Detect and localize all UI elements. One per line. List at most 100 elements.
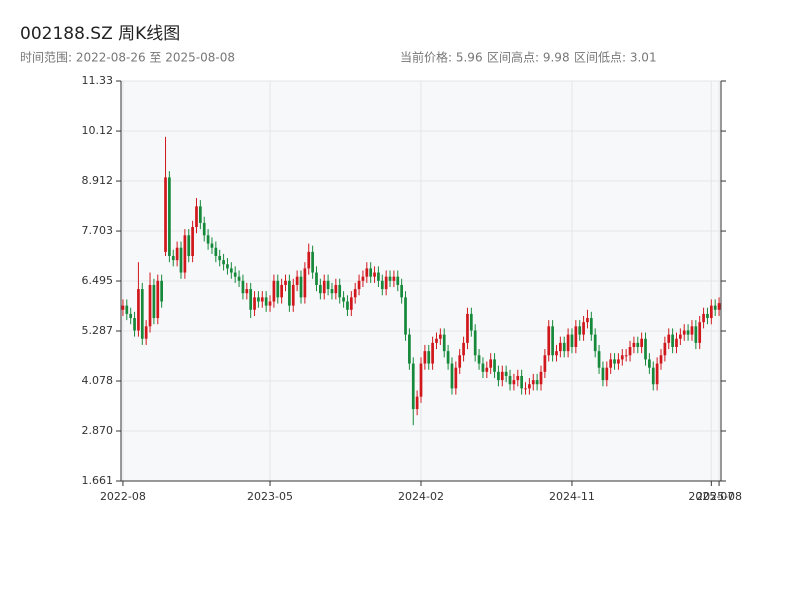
candle-body <box>187 235 191 256</box>
candle-body <box>651 367 655 385</box>
candle-body <box>427 351 431 364</box>
candle-body <box>168 177 171 256</box>
candle-body <box>218 255 222 261</box>
candle-body <box>562 342 566 352</box>
candle-body <box>485 367 489 372</box>
y-tick-label: 4.078 <box>82 374 114 387</box>
candle-body <box>547 326 551 356</box>
candle-body <box>400 284 403 298</box>
y-tick-label: 7.703 <box>82 224 114 237</box>
candle-body <box>268 301 272 306</box>
candle-body <box>264 297 268 306</box>
info-high: 区间高点: 9.98 <box>487 50 570 65</box>
candle-body <box>709 305 713 319</box>
candle-body <box>160 280 163 302</box>
candle-body <box>528 384 531 389</box>
candle-body <box>164 177 167 252</box>
candle-body <box>589 318 593 335</box>
candle-body <box>458 355 462 368</box>
candle-body <box>578 326 582 335</box>
candle-body <box>516 375 520 381</box>
chart-subtitle: 时间范围: 2022-08-26 至 2025-08-08 <box>20 51 235 65</box>
candle-body <box>500 371 504 381</box>
info-price: 当前价格: 5.96 <box>400 50 483 65</box>
candle-body <box>179 247 183 273</box>
candle-body <box>690 326 694 335</box>
x-tick-label: 2024-02 <box>398 490 444 503</box>
candle-body <box>524 388 527 390</box>
candle-body <box>396 276 400 285</box>
candle-body <box>655 363 659 385</box>
candle-body <box>551 326 554 356</box>
candle-body <box>411 363 415 410</box>
candle-body <box>489 359 493 368</box>
candle-body <box>624 355 628 357</box>
candle-body <box>586 318 589 323</box>
candle-body <box>311 251 314 273</box>
candle-body <box>469 313 473 331</box>
candle-body <box>338 284 342 298</box>
candle-body <box>291 284 295 306</box>
candle-body <box>326 280 330 290</box>
candle-body <box>222 260 225 265</box>
y-tick-label: 6.495 <box>82 274 114 287</box>
candle-body <box>125 305 129 314</box>
candle-body <box>609 359 613 368</box>
candle-body <box>260 297 264 302</box>
candle-body <box>322 280 326 294</box>
candle-body <box>512 380 516 385</box>
candle-body <box>226 264 229 269</box>
candle-body <box>249 289 253 310</box>
candle-body <box>686 330 690 335</box>
candle-body <box>667 334 671 343</box>
candle-body <box>349 297 353 310</box>
candle-body <box>477 355 481 364</box>
candle-body <box>620 355 624 360</box>
candle-body <box>605 367 609 381</box>
x-tick-label: 2023-05 <box>247 490 293 503</box>
candle-body <box>373 272 376 277</box>
candle-body <box>694 326 698 343</box>
candle-body <box>663 342 667 356</box>
candle-body <box>450 363 454 389</box>
candle-body <box>171 255 175 261</box>
candle-body <box>702 313 705 323</box>
candle-body <box>628 347 632 356</box>
candle-body <box>431 342 434 364</box>
candle-body <box>253 297 256 310</box>
candle-body <box>121 305 125 310</box>
candle-body <box>380 280 384 290</box>
candle-body <box>241 280 245 294</box>
candle-body <box>481 363 485 372</box>
x-tick-label: 2025-08 <box>696 490 742 503</box>
candle-body <box>415 396 419 410</box>
candle-body <box>597 351 601 368</box>
candle-body <box>272 280 276 302</box>
candle-body <box>419 363 423 397</box>
candle-body <box>675 338 678 348</box>
candle-body <box>210 243 214 248</box>
candle-body <box>535 380 539 385</box>
candle-body <box>566 334 570 352</box>
candle-body <box>640 338 643 348</box>
candle-body <box>144 326 148 339</box>
candle-body <box>593 334 597 352</box>
candle-body <box>214 247 218 256</box>
candle-body <box>446 351 450 364</box>
candle-body <box>175 247 179 261</box>
candle-body <box>334 284 338 294</box>
candle-body <box>315 272 318 285</box>
candle-body <box>392 276 396 281</box>
candle-body <box>497 371 500 381</box>
candle-body <box>543 355 547 372</box>
candle-body <box>508 375 512 385</box>
candle-body <box>404 297 407 335</box>
y-tick-label: 2.870 <box>82 424 114 437</box>
y-tick-label: 10.12 <box>82 124 114 137</box>
candle-body <box>148 284 152 327</box>
candle-body <box>539 371 543 385</box>
candle-body <box>713 305 717 310</box>
candle-body <box>531 380 535 385</box>
candle-body <box>462 342 465 356</box>
